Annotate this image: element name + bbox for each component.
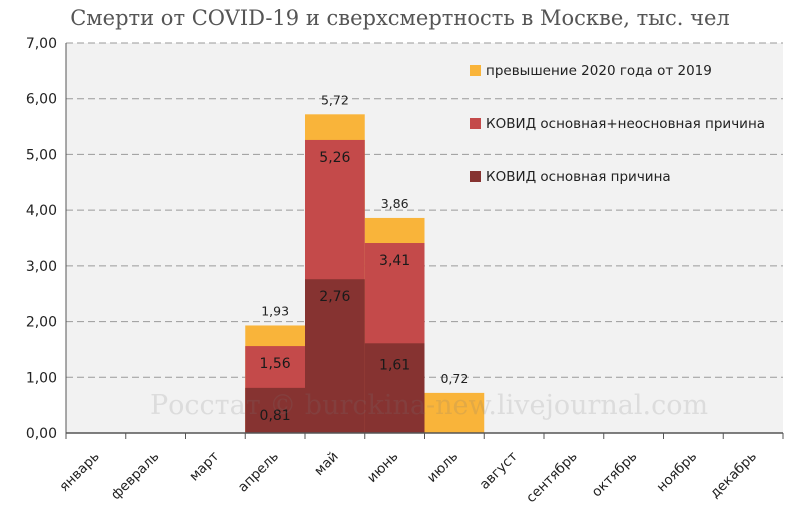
y-tick-label: 5,00 <box>26 147 57 163</box>
data-label: 2,76 <box>319 289 350 305</box>
x-tick-label: сентябрь <box>523 448 581 506</box>
x-tick-label: август <box>477 448 521 492</box>
x-tick-label: ноябрь <box>653 448 700 495</box>
x-tick-label: февраль <box>108 448 163 503</box>
y-tick-label: 1,00 <box>26 370 57 386</box>
data-label: 0,72 <box>440 371 468 386</box>
y-tick-label: 0,00 <box>26 426 57 442</box>
y-tick-label: 2,00 <box>26 315 57 331</box>
data-label: 0,81 <box>260 408 291 424</box>
x-tick-label: июнь <box>364 448 401 485</box>
data-label: 3,86 <box>381 196 409 211</box>
y-tick-label: 4,00 <box>26 203 57 219</box>
legend-label: превышение 2020 года от 2019 <box>486 63 712 79</box>
bar <box>245 387 305 433</box>
data-label: 1,61 <box>379 357 410 373</box>
x-tick-label: май <box>311 449 342 480</box>
x-tick-label: апрель <box>235 448 282 495</box>
x-tick-label: октябрь <box>589 448 641 500</box>
watermark-text: Росстат © burckina-new.livejournal.com <box>150 390 709 421</box>
data-label: 5,26 <box>319 150 350 166</box>
data-label: 1,56 <box>260 356 291 372</box>
chart-title: Смерти от COVID-19 и сверхсмертность в М… <box>70 6 730 30</box>
bar <box>305 279 365 433</box>
y-tick-label: 6,00 <box>26 92 57 108</box>
data-label: 1,93 <box>261 303 289 318</box>
x-tick-label: декабрь <box>707 448 760 501</box>
legend-swatch <box>470 171 481 182</box>
data-label: 5,72 <box>321 92 349 107</box>
y-tick-label: 7,00 <box>26 36 57 52</box>
legend-label: КОВИД основная причина <box>486 169 671 185</box>
x-tick-label: январь <box>56 448 102 494</box>
legend-swatch <box>470 65 481 76</box>
legend-label: КОВИД основная+неосновная причина <box>486 116 765 132</box>
bar <box>364 343 425 433</box>
x-tick-label: март <box>186 448 222 484</box>
legend-swatch <box>470 118 481 129</box>
data-label: 3,41 <box>379 253 410 269</box>
bar <box>424 392 485 433</box>
y-tick-label: 3,00 <box>26 259 57 275</box>
x-tick-label: июль <box>424 448 461 485</box>
